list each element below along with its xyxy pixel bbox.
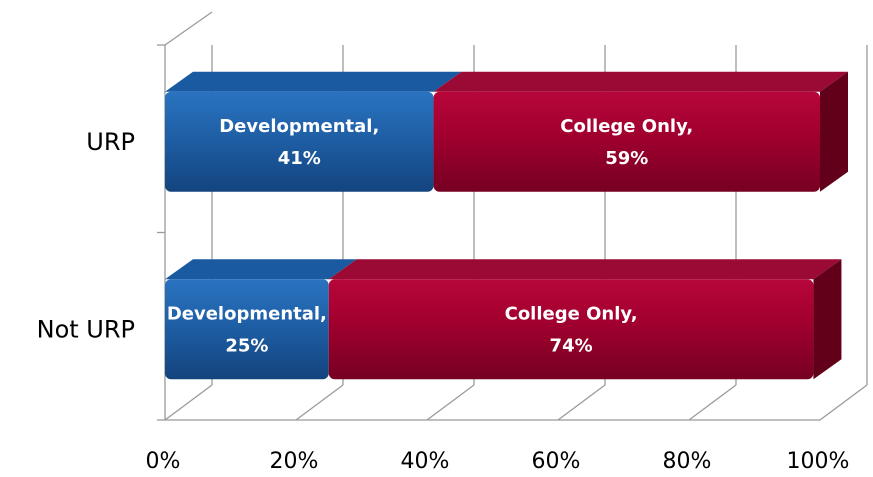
floor-gridline <box>295 384 344 421</box>
data-label-series: College Only, <box>560 116 693 137</box>
labels: 0% 20% 40% 60% 80% 100% URP Developmental, 41% Co… <box>37 116 850 474</box>
bar-top-college-only <box>328 259 842 280</box>
bars <box>165 71 848 380</box>
floor-gridline <box>557 384 606 421</box>
bar-college-only <box>328 279 814 380</box>
bar-top-college-only <box>433 71 848 92</box>
bar-developmental <box>165 279 329 380</box>
bar-top-developmental <box>165 71 462 92</box>
bar-developmental <box>165 91 434 192</box>
floor-gridline <box>426 384 475 421</box>
left-wall-top-edge <box>164 11 213 46</box>
x-tick-label: 100% <box>787 449 850 474</box>
x-tick-label: 40% <box>401 449 450 474</box>
floor-gridline <box>688 384 737 421</box>
floor-gridline <box>819 384 868 421</box>
floor-gridline <box>164 384 213 421</box>
bar-side <box>813 259 842 380</box>
x-tick-label: 80% <box>663 449 712 474</box>
category-label: Not URP <box>37 315 135 343</box>
x-tick-label: 60% <box>532 449 581 474</box>
data-label-value: 74% <box>550 335 593 356</box>
data-label-value: 59% <box>605 148 648 169</box>
category-label: URP <box>86 128 135 156</box>
data-label-value: 25% <box>225 335 268 356</box>
bar-side <box>820 71 848 192</box>
data-label-series: College Only, <box>505 303 638 324</box>
data-label-series: Developmental, <box>167 303 327 324</box>
x-tick-label: 20% <box>270 449 319 474</box>
data-label-value: 41% <box>278 148 321 169</box>
data-label-series: Developmental, <box>219 116 379 137</box>
x-tick-label: 0% <box>146 449 181 474</box>
bar-college-only <box>433 91 820 192</box>
bar-top-developmental <box>165 259 357 280</box>
